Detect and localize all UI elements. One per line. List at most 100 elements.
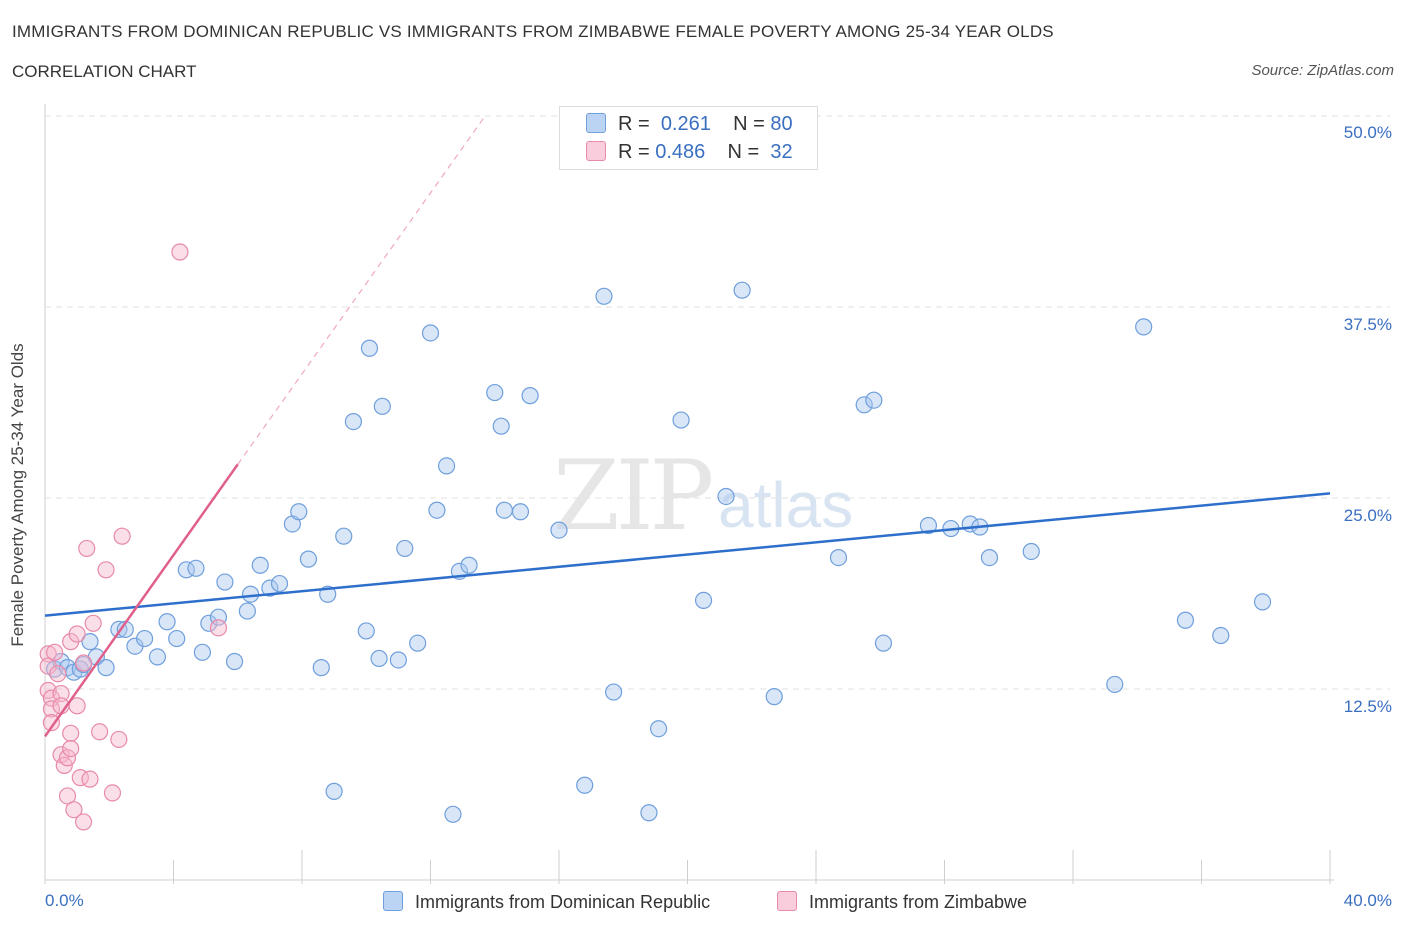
data-point-dominican: [1106, 675, 1124, 694]
data-point-zimbabwe: [62, 724, 80, 742]
data-point-dominican: [919, 516, 938, 535]
data-point-dominican: [168, 629, 186, 648]
legend-swatch-blue: [586, 113, 606, 133]
data-point-zimbabwe: [209, 619, 228, 637]
legend-r-label: R =: [618, 141, 650, 163]
data-point-dominican: [1176, 611, 1195, 629]
data-point-zimbabwe: [103, 784, 122, 802]
data-point-dominican: [396, 539, 414, 558]
trend-line-zimbabwe: [43, 463, 239, 738]
data-point-dominican: [81, 633, 99, 651]
data-point-dominican: [460, 556, 478, 574]
data-point-dominican: [389, 651, 407, 669]
bottom-legend-swatch-blue: [383, 891, 403, 911]
data-point-zimbabwe: [84, 614, 102, 632]
data-point-zimbabwe: [113, 527, 131, 545]
data-point-dominican: [1022, 542, 1040, 561]
data-point-zimbabwe: [62, 739, 80, 758]
data-point-dominican: [242, 585, 260, 603]
data-point-zimbabwe: [110, 730, 128, 749]
data-point-dominican: [717, 487, 735, 506]
data-point-dominican: [357, 622, 375, 640]
correlation-legend: R = 0.261 N = 80 R = 0.486 N = 32: [559, 106, 818, 170]
data-point-zimbabwe: [74, 813, 93, 831]
bottom-legend-label: Immigrants from Dominican Republic: [415, 892, 711, 912]
data-point-dominican: [335, 527, 353, 545]
data-point-zimbabwe: [65, 801, 83, 819]
data-point-zimbabwe: [68, 697, 86, 715]
watermark-atlas: atlas: [718, 469, 854, 541]
data-point-dominican: [829, 548, 848, 567]
data-point-dominican: [640, 804, 658, 822]
data-point-dominican: [290, 503, 308, 521]
y-tick-label: 12.5%: [1343, 697, 1392, 716]
data-point-dominican: [225, 652, 244, 671]
data-point-zimbabwe: [42, 714, 61, 732]
data-point-dominican: [421, 324, 440, 342]
data-point-dominican: [1253, 593, 1272, 611]
x-tick-label-min: 0.0%: [45, 891, 84, 910]
bottom-legend-zimbabwe: Immigrants from Zimbabwe: [777, 891, 1027, 913]
chart-title: IMMIGRANTS FROM DOMINICAN REPUBLIC VS IM…: [12, 22, 1054, 41]
data-point-dominican: [855, 396, 873, 414]
data-point-zimbabwe: [68, 625, 86, 643]
data-point-zimbabwe: [91, 723, 109, 741]
legend-r-label: R =: [618, 113, 650, 135]
data-point-dominican: [1135, 318, 1153, 336]
data-point-dominican: [486, 383, 504, 402]
chart-subtitle: CORRELATION CHART: [12, 62, 197, 81]
data-point-dominican: [193, 643, 212, 661]
y-axis-label: Female Poverty Among 25-34 Year Olds: [8, 343, 27, 647]
y-tick-label: 37.5%: [1343, 315, 1392, 334]
data-point-dominican: [270, 574, 289, 593]
data-point-dominican: [492, 417, 510, 435]
data-point-dominican: [200, 614, 218, 632]
data-point-dominican: [312, 659, 330, 677]
y-tick-label: 50.0%: [1343, 123, 1392, 142]
data-point-dominican: [672, 411, 690, 429]
legend-swatch-pink: [586, 141, 606, 161]
data-point-dominican: [874, 634, 893, 652]
data-point-dominican: [370, 649, 388, 668]
legend-n-label: N =: [733, 113, 765, 135]
data-point-dominican: [261, 579, 279, 597]
data-point-zimbabwe: [46, 643, 64, 661]
x-tick-label-max: 40.0%: [1343, 891, 1392, 910]
data-point-dominican: [495, 501, 513, 519]
source-label: Source: ZipAtlas.com: [1251, 62, 1394, 79]
legend-row-zimbabwe: R = 0.486 N = 32: [586, 141, 793, 164]
legend-r-value: 0.261: [660, 113, 711, 135]
data-point-dominican: [649, 720, 668, 738]
trend-line-dominican: [44, 492, 1331, 617]
data-point-zimbabwe: [52, 684, 70, 703]
data-point-dominican: [550, 521, 568, 539]
data-point-dominican: [135, 629, 154, 648]
bottom-legend-dominican: Immigrants from Dominican Republic: [383, 891, 710, 913]
legend-n-label: N =: [727, 141, 760, 163]
data-point-zimbabwe: [42, 700, 61, 718]
data-point-zimbabwe: [39, 645, 57, 663]
data-point-dominican: [251, 556, 269, 574]
data-point-dominican: [980, 548, 999, 567]
data-point-dominican: [409, 634, 427, 652]
data-point-dominican: [1212, 626, 1230, 645]
data-point-dominican: [187, 559, 205, 577]
data-point-dominican: [158, 613, 176, 631]
data-point-dominican: [148, 648, 167, 666]
legend-row-dominican: R = 0.261 N = 80: [586, 113, 793, 136]
data-point-zimbabwe: [171, 243, 189, 261]
data-point-zimbabwe: [81, 770, 99, 788]
data-point-dominican: [373, 397, 391, 415]
data-point-dominican: [360, 339, 379, 357]
data-point-dominican: [521, 387, 539, 405]
data-point-zimbabwe: [97, 561, 115, 579]
data-point-dominican: [765, 688, 783, 706]
watermark-zip: ZIP: [553, 440, 714, 552]
data-point-dominican: [733, 281, 751, 299]
data-point-dominican: [865, 391, 883, 409]
legend-n-value: 32: [770, 141, 793, 163]
data-point-zimbabwe: [74, 654, 93, 672]
data-point-dominican: [444, 805, 462, 823]
bottom-legend-swatch-pink: [777, 891, 797, 911]
data-point-dominican: [511, 503, 530, 521]
